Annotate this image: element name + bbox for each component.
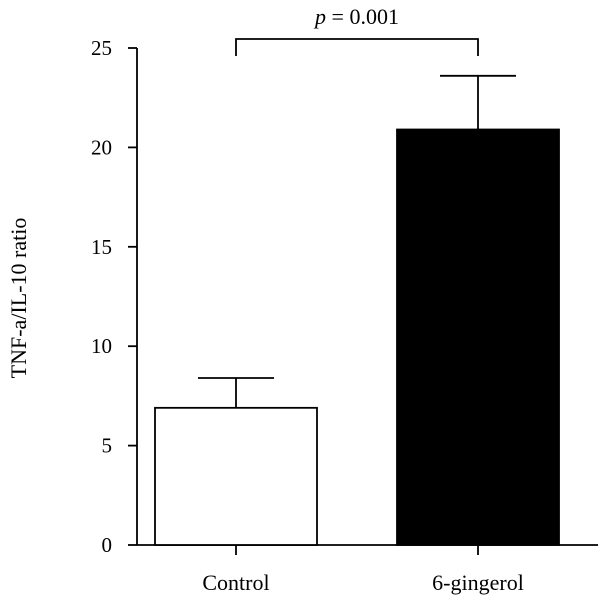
category-labels: Control 6-gingerol	[202, 570, 523, 595]
y-tick-label: 5	[102, 434, 113, 458]
y-tick-label: 10	[91, 334, 112, 358]
y-tick-label: 20	[91, 135, 112, 159]
significance-bracket: p = 0.001	[235, 4, 479, 56]
p-value-text: = 0.001	[326, 4, 399, 29]
category-label: 6-gingerol	[432, 570, 524, 595]
error-bars	[198, 74, 516, 408]
p-symbol: p	[313, 4, 326, 29]
bar	[154, 406, 318, 546]
y-tick-label: 25	[91, 36, 112, 60]
p-value-annotation: p = 0.001	[313, 4, 399, 29]
category-label: Control	[202, 570, 269, 595]
bar	[396, 128, 560, 546]
y-tick-label: 0	[102, 533, 113, 557]
y-axis-label: TNF-a/IL-10 ratio	[6, 218, 31, 379]
y-tick-labels: 0 5 10 15 20 25	[91, 36, 112, 557]
significance-bracket-line	[235, 38, 479, 56]
bars	[154, 128, 560, 546]
y-tick-label: 15	[91, 235, 112, 259]
